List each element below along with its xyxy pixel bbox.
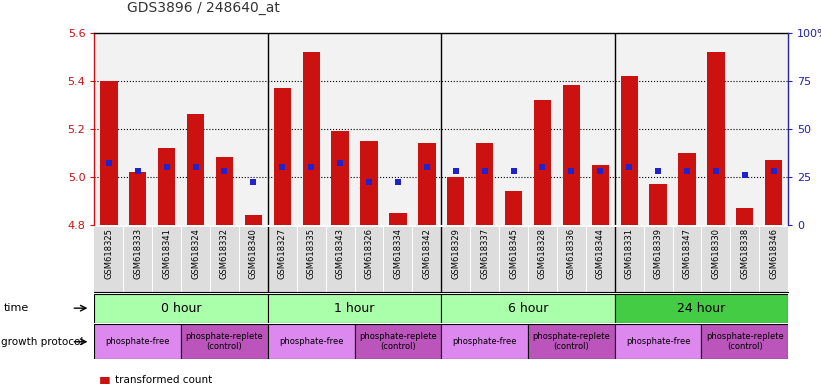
Bar <box>528 324 615 359</box>
Text: GSM618332: GSM618332 <box>220 228 229 279</box>
Text: GSM618342: GSM618342 <box>422 228 431 279</box>
Text: GSM618337: GSM618337 <box>480 228 489 279</box>
Text: phosphate-replete
(control): phosphate-replete (control) <box>533 332 610 351</box>
Bar <box>592 165 609 225</box>
Text: GSM618335: GSM618335 <box>307 228 316 279</box>
Text: GDS3896 / 248640_at: GDS3896 / 248640_at <box>127 2 280 15</box>
Bar <box>562 86 580 225</box>
Text: GSM618326: GSM618326 <box>365 228 374 279</box>
Text: GSM618331: GSM618331 <box>625 228 634 279</box>
Text: GSM618340: GSM618340 <box>249 228 258 279</box>
Bar <box>94 324 181 359</box>
Text: GSM618345: GSM618345 <box>509 228 518 279</box>
Bar <box>736 208 754 225</box>
Bar <box>615 324 701 359</box>
Text: 6 hour: 6 hour <box>508 302 548 314</box>
Text: GSM618339: GSM618339 <box>654 228 663 279</box>
Text: GSM618346: GSM618346 <box>769 228 778 279</box>
Bar <box>707 52 725 225</box>
Bar <box>273 88 291 225</box>
Bar <box>678 153 695 225</box>
Bar <box>268 294 442 323</box>
Text: growth protocol: growth protocol <box>1 337 83 347</box>
Bar <box>129 172 146 225</box>
Text: GSM618336: GSM618336 <box>566 228 576 279</box>
Bar <box>245 215 262 225</box>
Bar <box>621 76 638 225</box>
Bar <box>181 324 268 359</box>
Text: GSM618333: GSM618333 <box>133 228 142 279</box>
Bar <box>158 148 176 225</box>
Text: ■: ■ <box>99 374 110 384</box>
Bar <box>268 324 355 359</box>
Bar <box>355 324 442 359</box>
Bar <box>442 324 528 359</box>
Bar <box>615 294 788 323</box>
Text: phosphate-replete
(control): phosphate-replete (control) <box>706 332 784 351</box>
Bar <box>765 160 782 225</box>
Bar <box>442 294 615 323</box>
Bar <box>303 52 320 225</box>
Text: 0 hour: 0 hour <box>161 302 201 314</box>
Text: phosphate-replete
(control): phosphate-replete (control) <box>359 332 437 351</box>
Text: GSM618338: GSM618338 <box>741 228 750 279</box>
Text: GSM618347: GSM618347 <box>682 228 691 279</box>
Text: GSM618329: GSM618329 <box>452 228 461 279</box>
Text: phosphate-free: phosphate-free <box>279 337 343 346</box>
Bar <box>100 81 117 225</box>
Text: GSM618330: GSM618330 <box>711 228 720 279</box>
Text: GSM618327: GSM618327 <box>277 228 287 279</box>
Bar <box>534 100 551 225</box>
Text: phosphate-free: phosphate-free <box>106 337 170 346</box>
Bar <box>94 294 268 323</box>
Bar <box>505 191 522 225</box>
Text: GSM618334: GSM618334 <box>393 228 402 279</box>
Text: phosphate-free: phosphate-free <box>626 337 690 346</box>
Bar <box>187 114 204 225</box>
Bar <box>447 177 465 225</box>
Bar <box>216 157 233 225</box>
Text: time: time <box>4 303 30 313</box>
Text: GSM618328: GSM618328 <box>538 228 547 279</box>
Bar <box>701 324 788 359</box>
Text: GSM618341: GSM618341 <box>163 228 172 279</box>
Text: GSM618325: GSM618325 <box>104 228 113 279</box>
Text: 24 hour: 24 hour <box>677 302 726 314</box>
Text: GSM618324: GSM618324 <box>191 228 200 279</box>
Bar <box>360 141 378 225</box>
Text: transformed count: transformed count <box>115 375 212 384</box>
Bar <box>418 143 435 225</box>
Text: phosphate-replete
(control): phosphate-replete (control) <box>186 332 264 351</box>
Text: GSM618344: GSM618344 <box>596 228 605 279</box>
Bar <box>389 213 406 225</box>
Text: GSM618343: GSM618343 <box>336 228 345 279</box>
Text: 1 hour: 1 hour <box>334 302 374 314</box>
Bar <box>649 184 667 225</box>
Bar <box>332 131 349 225</box>
Bar <box>476 143 493 225</box>
Text: phosphate-free: phosphate-free <box>452 337 517 346</box>
